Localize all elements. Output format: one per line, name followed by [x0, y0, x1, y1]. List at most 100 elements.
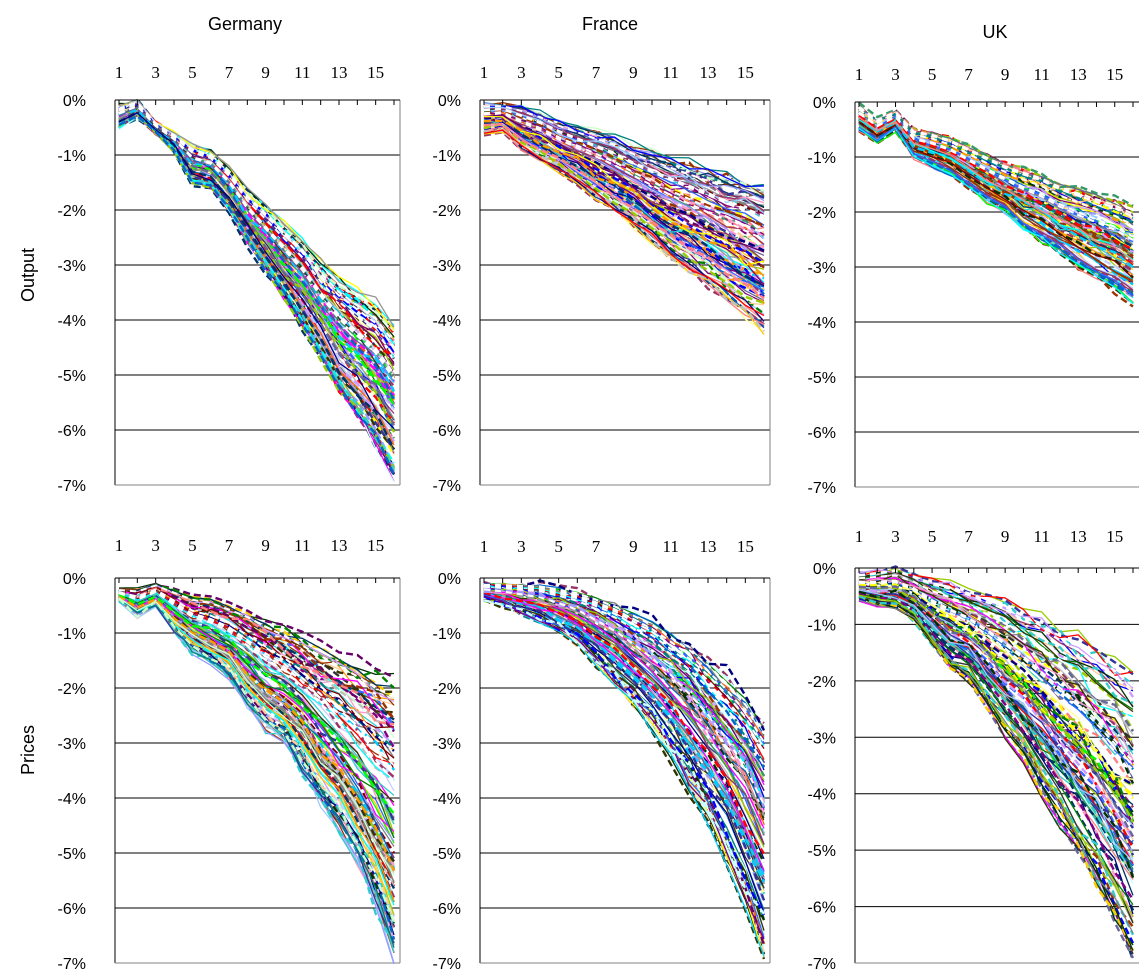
series-line: [483, 105, 765, 202]
y-tick-label: -5%: [808, 843, 836, 860]
x-tick-label: 5: [188, 63, 197, 82]
y-tick-label: 0%: [438, 93, 461, 110]
series-line: [858, 586, 1135, 824]
x-tick-label: 7: [964, 65, 973, 84]
series-line: [118, 595, 396, 872]
y-tick-label: -3%: [808, 730, 836, 747]
series-line: [858, 116, 1134, 262]
series-line: [858, 589, 1135, 879]
series-line: [858, 590, 1134, 864]
y-tick-label: -6%: [58, 901, 86, 918]
series-line: [483, 112, 765, 241]
x-tick-label: 1: [480, 63, 489, 82]
series-line: [858, 127, 1134, 305]
series-line: [858, 599, 1134, 934]
series-line: [118, 102, 395, 330]
x-tick-label: 7: [592, 63, 601, 82]
series-line: [483, 595, 765, 940]
y-tick-label: -5%: [808, 370, 836, 387]
series-line: [483, 594, 765, 938]
series-line: [118, 106, 396, 433]
x-tick-label: 9: [261, 536, 270, 555]
series-line: [483, 111, 765, 235]
x-tick-label: 7: [592, 537, 601, 556]
x-tick-label: 13: [1070, 527, 1087, 546]
series-line: [858, 590, 1134, 872]
series-line: [483, 104, 765, 200]
y-tick-label: -6%: [808, 425, 836, 442]
series-line: [858, 573, 1134, 748]
x-tick-label: 9: [261, 63, 270, 82]
x-tick-label: 7: [964, 527, 973, 546]
y-tick-label: 0%: [438, 571, 461, 588]
series-line: [483, 588, 765, 806]
column-title-germany: Germany: [208, 14, 282, 34]
x-tick-label: 13: [331, 63, 348, 82]
series-line: [483, 589, 766, 808]
x-tick-label: 3: [891, 527, 900, 546]
series-line: [483, 114, 765, 253]
y-tick-label: -5%: [58, 368, 86, 385]
x-tick-label: 13: [700, 537, 717, 556]
series-line: [118, 586, 395, 729]
series-line: [858, 106, 1134, 218]
series-line: [118, 114, 396, 476]
series-line: [483, 101, 765, 188]
x-tick-label: 7: [225, 63, 234, 82]
series-line: [118, 108, 396, 427]
series-line: [118, 112, 396, 469]
series-line: [483, 129, 765, 317]
y-tick-label: 0%: [63, 93, 86, 110]
y-tick-label: -4%: [58, 313, 86, 330]
x-tick-label: 1: [115, 536, 124, 555]
series-line: [118, 109, 396, 442]
x-tick-label: 9: [629, 63, 638, 82]
series-lines: [858, 101, 1134, 308]
series-line: [118, 597, 396, 923]
x-tick-label: 13: [331, 536, 348, 555]
series-line: [858, 585, 1135, 838]
series-lines: [118, 582, 396, 965]
series-line: [118, 584, 395, 699]
y-tick-label: -2%: [808, 205, 836, 222]
y-tick-label: -3%: [433, 258, 461, 275]
series-line: [118, 110, 396, 450]
y-tick-label: -6%: [58, 423, 86, 440]
y-tick-label: -6%: [433, 901, 461, 918]
series-line: [483, 122, 765, 305]
x-tick-label: 11: [1033, 65, 1049, 84]
y-tick-label: -3%: [58, 258, 86, 275]
y-tick-label: -1%: [433, 626, 461, 643]
series-line: [118, 112, 395, 470]
x-tick-label: 5: [928, 527, 937, 546]
x-tick-label: 5: [554, 63, 563, 82]
series-line: [118, 107, 395, 407]
y-tick-label: -1%: [433, 148, 461, 165]
series-line: [483, 108, 765, 220]
y-tick-label: -7%: [58, 956, 86, 969]
series-lines: [483, 579, 766, 960]
series-line: [118, 590, 395, 783]
panel-uk-prices: 0%-1%-2%-3%-4%-5%-6%-7%1 3 5 7 9 11 13 15: [808, 527, 1139, 969]
series-line: [483, 118, 765, 286]
column-titles: Germany France UK: [208, 14, 1008, 42]
y-tick-label: -1%: [58, 626, 86, 643]
series-line: [118, 112, 395, 443]
y-tick-label: -3%: [58, 736, 86, 753]
series-line: [858, 569, 1134, 688]
x-tick-label: 15: [367, 63, 384, 82]
series-line: [118, 587, 395, 726]
series-line: [858, 115, 1134, 251]
y-tick-label: -7%: [58, 478, 86, 495]
panel-uk-output: 0%-1%-2%-3%-4%-5%-6%-7%1 3 5 7 9 11 13 15: [808, 65, 1139, 497]
series-line: [483, 599, 765, 915]
x-tick-label: 1: [115, 63, 124, 82]
x-tick-label: 1: [855, 65, 864, 84]
y-tick-label: -4%: [58, 791, 86, 808]
series-line: [858, 594, 1134, 917]
series-line: [118, 591, 395, 796]
x-tick-label: 9: [1001, 527, 1010, 546]
series-line: [858, 581, 1134, 776]
series-line: [483, 589, 766, 817]
series-line: [118, 110, 395, 426]
